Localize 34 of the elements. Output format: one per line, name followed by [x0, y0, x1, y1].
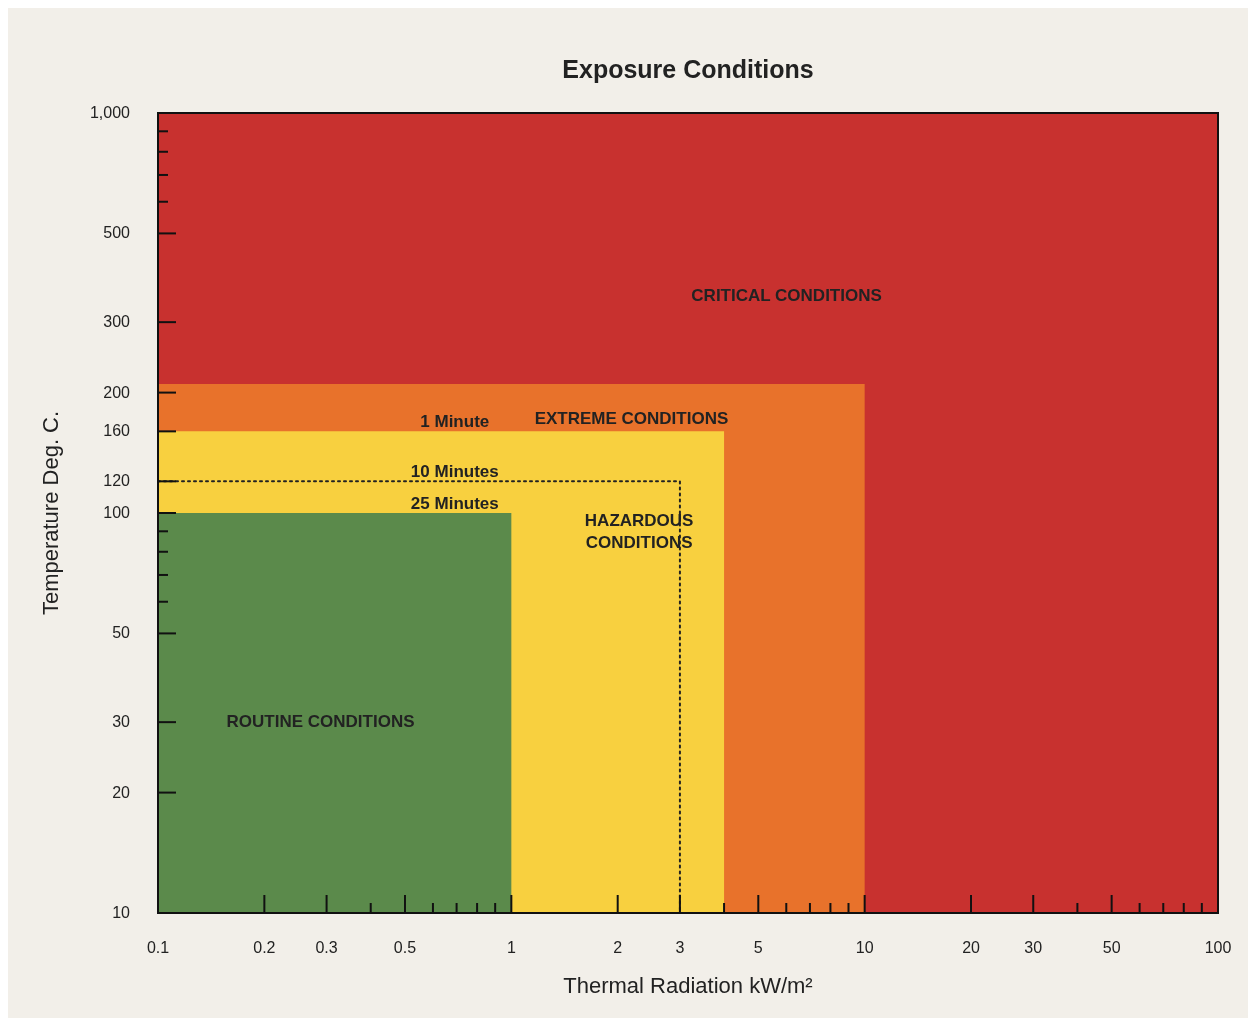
x-tick-label: 100 — [1204, 939, 1232, 956]
x-tick-label: 0.3 — [315, 939, 338, 956]
x-tick-label: 2 — [613, 939, 623, 956]
annotation: 1 Minute — [420, 412, 490, 432]
series-label: HAZARDOUS CONDITIONS — [584, 511, 694, 553]
y-tick-label: 100 — [103, 504, 131, 521]
annotation: CRITICAL CONDITIONS — [691, 286, 882, 305]
y-tick-label: 20 — [112, 783, 131, 801]
y-tick-label: 50 — [112, 624, 131, 642]
x-tick-label: 30 — [1024, 939, 1043, 956]
y-tick-label: 200 — [103, 383, 131, 401]
annotation: 25 Minutes — [410, 494, 499, 513]
x-axis-title: Thermal Radiation kW/m² — [563, 973, 813, 998]
y-axis-title: Temperature Deg. C. — [38, 410, 63, 616]
x-tick-label: 0.2 — [253, 939, 276, 956]
series-label: ROUTINE CONDITIONS — [226, 712, 415, 731]
x-tick-label: 20 — [962, 939, 981, 956]
series-label: EXTREME CONDITIONS — [534, 409, 729, 429]
chart-title: Exposure Conditions — [562, 55, 814, 83]
x-tick-label: 50 — [1102, 939, 1121, 956]
y-tick-label: 1,000 — [89, 104, 131, 121]
y-tick-label: 160 — [103, 422, 131, 440]
x-tick-label: 1 — [506, 939, 516, 956]
x-tick-label: 0.1 — [146, 939, 170, 956]
y-tick-label: 30 — [112, 713, 131, 731]
y-tick-label: 10 — [112, 904, 131, 921]
x-tick-label: 0.5 — [393, 939, 417, 956]
y-tick-label: 120 — [103, 472, 131, 490]
y-tick-label: 300 — [103, 313, 131, 331]
annotation: 10 Minutes — [410, 462, 499, 482]
y-tick-label: 500 — [103, 224, 131, 242]
x-tick-label: 5 — [753, 939, 763, 956]
x-tick-label: 10 — [855, 939, 874, 956]
x-tick-label: 3 — [675, 939, 685, 956]
